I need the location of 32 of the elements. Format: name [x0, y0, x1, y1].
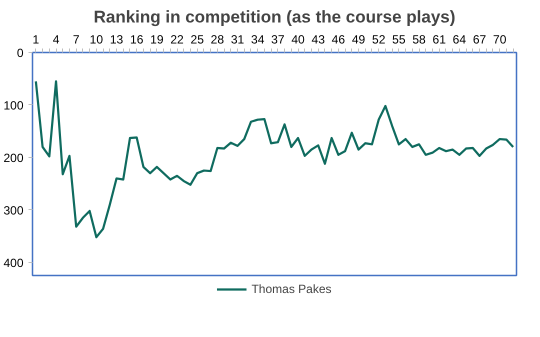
- y-tick-label: 0: [16, 46, 24, 60]
- x-tick-label: 67: [472, 32, 487, 46]
- y-tick-label: 100: [3, 98, 24, 112]
- x-tick-label: 31: [230, 32, 245, 46]
- legend-label: Thomas Pakes: [251, 282, 332, 296]
- x-tick-label: 34: [251, 32, 265, 46]
- x-tick-label: 40: [291, 32, 306, 46]
- x-tick-label: 49: [352, 32, 366, 46]
- y-tick-label: 300: [3, 203, 24, 218]
- x-tick-label: 13: [110, 32, 124, 46]
- x-tick-label: 37: [271, 32, 285, 46]
- chart-title: Ranking in competition (as the course plays): [94, 8, 456, 26]
- x-tick-label: 58: [412, 32, 426, 46]
- line-series: [34, 80, 514, 238]
- x-tick-label: 4: [52, 32, 60, 46]
- x-tick-label: 1: [32, 32, 40, 46]
- x-tick-label: 43: [312, 32, 326, 46]
- x-tick-label: 70: [493, 32, 507, 46]
- x-tick-label: 22: [170, 32, 184, 46]
- x-tick-label: 7: [72, 32, 80, 46]
- x-tick-label: 52: [372, 32, 386, 46]
- x-tick-label: 64: [452, 32, 466, 46]
- x-tick-label: 19: [150, 32, 164, 46]
- x-tick-label: 16: [130, 32, 144, 46]
- x-tick-label: 55: [392, 32, 406, 46]
- x-tick-label: 46: [332, 32, 346, 46]
- x-tick-label: 10: [90, 32, 104, 46]
- x-tick-label: 28: [210, 32, 224, 46]
- x-tick-label: 61: [432, 32, 446, 46]
- y-tick-label: 200: [3, 150, 24, 165]
- y-tick-label: 400: [3, 256, 24, 270]
- x-tick-label: 25: [190, 32, 204, 46]
